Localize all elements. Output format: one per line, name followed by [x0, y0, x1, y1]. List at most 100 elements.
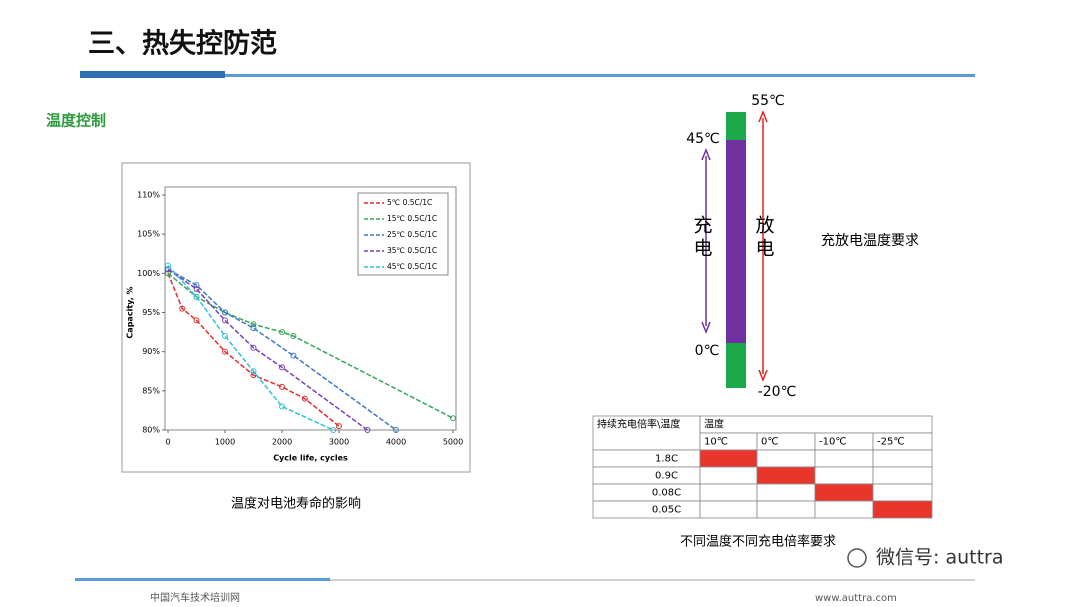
series-line — [167, 264, 334, 431]
rate-label: 0.08C — [652, 488, 681, 499]
x-axis-label: Cycle life, cycles — [273, 454, 348, 463]
data-point — [165, 266, 171, 273]
marked-cell — [699, 449, 758, 468]
table-cell — [872, 466, 933, 485]
table-cell — [756, 449, 816, 468]
chart-caption: 温度对电池寿命的影响 — [231, 496, 361, 512]
table-cell — [592, 415, 701, 451]
data-point — [222, 309, 228, 316]
rate-label: 0.05C — [652, 505, 681, 516]
table-cell — [872, 483, 933, 502]
footer-rule — [75, 579, 975, 581]
legend-label: 35℃ 0.5C/1C — [387, 246, 437, 255]
data-point — [222, 317, 228, 324]
table-cell — [699, 466, 758, 485]
data-point — [250, 368, 257, 375]
title-rule — [80, 74, 975, 77]
data-point — [330, 427, 337, 433]
marked-cell — [814, 483, 874, 502]
data-point — [193, 286, 200, 292]
table-cell — [814, 466, 874, 485]
plot-area — [164, 186, 457, 431]
charge-arrowheads — [701, 147, 711, 335]
legend-box — [357, 192, 449, 276]
y-axis-label: Capacity, % — [126, 286, 135, 338]
temp-label: -20℃ — [758, 384, 797, 400]
y-tick-label: 110% — [137, 191, 160, 200]
footer-left: 中国汽车技术培训网 — [150, 591, 240, 604]
x-tick-label: 3000 — [329, 438, 349, 447]
series-line — [167, 268, 397, 431]
data-point — [222, 348, 228, 355]
legend-label: 15℃ 0.5C/1C — [387, 214, 437, 223]
data-point — [279, 329, 285, 336]
temp-header: -25℃ — [877, 437, 905, 448]
table-header: 持续充电倍率\温度 — [597, 418, 680, 431]
title: 三、热失控防范 — [88, 29, 277, 60]
chart: 80% 85% 90% 95% 100% 105% 110% 0 1000 2000 3000 400… — [121, 162, 471, 473]
data-point — [279, 364, 285, 371]
table-cell — [592, 483, 701, 502]
data-point — [336, 423, 342, 430]
x-tick-label: 4000 — [386, 438, 406, 447]
temp-label: 0℃ — [695, 343, 720, 359]
data-point — [279, 383, 285, 390]
rate-label: 1.8C — [655, 454, 678, 465]
table-cell — [814, 449, 874, 468]
data-point — [193, 282, 200, 289]
data-point — [193, 293, 200, 300]
wechat-mark: 微信号: auttra — [876, 547, 1003, 569]
bar-segment — [726, 343, 746, 388]
legend-label: 45℃ 0.5C/1C — [387, 262, 437, 271]
data-point — [250, 321, 257, 328]
bar-segment — [726, 112, 746, 140]
wechat-icon — [847, 548, 867, 568]
y-tick-label: 100% — [137, 269, 160, 278]
data-point — [301, 395, 308, 402]
temp-header: 0℃ — [761, 437, 779, 448]
temp-header: 10℃ — [704, 437, 728, 448]
temp-diagram: 55℃ 45℃ 0℃ -20℃ 充 电 放 电 充放电温度要求 — [686, 93, 919, 400]
legend-label: 25℃ 0.5C/1C — [387, 230, 437, 239]
data-point — [250, 325, 257, 332]
temp-label: 55℃ — [751, 93, 785, 109]
charge-label: 充 — [693, 215, 712, 237]
title-rule-accent — [80, 71, 225, 78]
marked-cell — [872, 500, 933, 519]
x-tick-label: 5000 — [443, 438, 463, 447]
y-tick-label: 90% — [142, 347, 160, 356]
marked-cell — [756, 466, 816, 485]
temp-label: 45℃ — [686, 131, 720, 147]
data-point — [279, 403, 285, 410]
subtitle: 温度控制 — [46, 112, 106, 130]
table-cell — [592, 500, 701, 519]
table-cell — [756, 483, 816, 502]
table-cell — [872, 449, 933, 468]
data-point — [250, 344, 257, 351]
diagram-label: 充放电温度要求 — [821, 233, 919, 249]
discharge-label: 放 — [755, 215, 774, 237]
y-tick-label: 80% — [142, 426, 160, 435]
data-point — [222, 333, 228, 339]
table-cell — [699, 500, 758, 519]
table-cell — [699, 483, 758, 502]
x-tick-label: 1000 — [215, 438, 235, 447]
series-line — [167, 268, 368, 431]
legend-label: 5℃ 0.5C/1C — [387, 198, 432, 207]
temp-header: -10℃ — [819, 437, 847, 448]
charge-label: 电 — [693, 238, 712, 260]
table-cell — [699, 415, 933, 434]
rate-table: 持续充电倍率\温度 温度 10℃ 0℃ -10℃ -25℃ 1.8C 0.9C 0.08C 0.0… — [592, 415, 933, 519]
footer-rule-accent — [75, 578, 330, 581]
data-point — [165, 270, 171, 277]
x-tick-label: 0 — [165, 438, 170, 447]
y-tick-label: 105% — [137, 230, 160, 239]
table-cell — [756, 500, 816, 519]
data-point — [290, 333, 297, 339]
bar-segment — [726, 140, 746, 343]
x-tick-label: 2000 — [272, 438, 292, 447]
data-point — [193, 317, 200, 324]
table-header: 温度 — [704, 418, 724, 431]
data-point — [364, 427, 371, 433]
